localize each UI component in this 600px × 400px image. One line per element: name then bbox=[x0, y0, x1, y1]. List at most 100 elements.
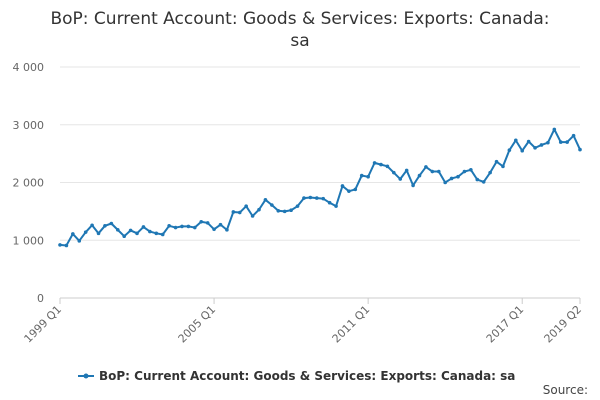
source-credit[interactable]: Source: bbox=[543, 383, 588, 397]
data-point[interactable] bbox=[96, 231, 101, 236]
data-point[interactable] bbox=[205, 221, 210, 225]
data-point[interactable] bbox=[539, 143, 544, 147]
data-point[interactable] bbox=[276, 209, 281, 213]
data-point[interactable] bbox=[436, 169, 441, 174]
data-point[interactable] bbox=[501, 164, 505, 169]
data-point[interactable] bbox=[424, 165, 428, 169]
x-tick-label: 1999 Q1 bbox=[22, 303, 65, 346]
data-point[interactable] bbox=[558, 140, 563, 144]
data-point[interactable] bbox=[308, 195, 313, 200]
data-point[interactable] bbox=[77, 239, 82, 243]
data-point[interactable] bbox=[514, 138, 518, 143]
data-point[interactable] bbox=[520, 148, 525, 153]
data-point[interactable] bbox=[417, 173, 422, 178]
data-point[interactable] bbox=[340, 184, 345, 188]
data-point[interactable] bbox=[135, 231, 139, 236]
data-point[interactable] bbox=[270, 203, 274, 207]
data-point[interactable] bbox=[109, 221, 114, 226]
data-point[interactable] bbox=[475, 177, 480, 182]
series-layer bbox=[58, 127, 582, 248]
data-point[interactable] bbox=[218, 222, 223, 227]
data-point[interactable] bbox=[565, 140, 569, 144]
data-point[interactable] bbox=[302, 196, 306, 200]
data-point[interactable] bbox=[321, 196, 326, 201]
data-point[interactable] bbox=[289, 208, 293, 213]
data-point[interactable] bbox=[372, 161, 377, 165]
data-point[interactable] bbox=[462, 169, 467, 174]
data-point[interactable] bbox=[359, 173, 364, 178]
x-tick-label: 2017 Q1 bbox=[484, 303, 527, 346]
legend-dot-marker bbox=[83, 373, 89, 379]
data-point[interactable] bbox=[186, 224, 191, 229]
data-point[interactable] bbox=[237, 210, 242, 215]
data-point[interactable] bbox=[122, 234, 126, 239]
data-point[interactable] bbox=[244, 204, 248, 208]
data-point[interactable] bbox=[398, 177, 403, 181]
y-tick-label: 3 000 bbox=[13, 119, 45, 132]
data-point[interactable] bbox=[115, 228, 120, 232]
data-point[interactable] bbox=[404, 168, 409, 173]
data-point[interactable] bbox=[327, 200, 332, 205]
data-point[interactable] bbox=[526, 139, 531, 144]
data-point[interactable] bbox=[385, 164, 390, 169]
data-point[interactable] bbox=[199, 219, 204, 224]
data-point[interactable] bbox=[231, 210, 236, 214]
data-point[interactable] bbox=[379, 162, 383, 167]
data-point[interactable] bbox=[58, 243, 62, 247]
data-point[interactable] bbox=[314, 196, 319, 200]
data-point[interactable] bbox=[257, 207, 261, 212]
legend-label[interactable]: BoP: Current Account: Goods & Services: … bbox=[99, 369, 515, 383]
data-point[interactable] bbox=[103, 224, 107, 228]
data-point[interactable] bbox=[443, 180, 447, 185]
data-point[interactable] bbox=[193, 225, 197, 230]
series-line bbox=[59, 128, 581, 247]
chart-title-line-1: BoP: Current Account: Goods & Services: … bbox=[50, 9, 549, 29]
y-tick-label: 2 000 bbox=[13, 177, 45, 190]
data-point[interactable] bbox=[456, 174, 460, 179]
data-point[interactable] bbox=[469, 167, 473, 172]
data-point[interactable] bbox=[571, 133, 576, 138]
data-point[interactable] bbox=[546, 140, 550, 145]
data-point[interactable] bbox=[411, 183, 415, 188]
data-point[interactable] bbox=[366, 174, 370, 179]
data-point[interactable] bbox=[160, 232, 165, 237]
y-tick-label: 0 bbox=[37, 292, 44, 305]
data-point[interactable] bbox=[347, 189, 351, 193]
data-point[interactable] bbox=[90, 223, 94, 228]
data-point[interactable] bbox=[167, 224, 171, 228]
data-point[interactable] bbox=[481, 180, 486, 184]
data-point[interactable] bbox=[141, 225, 146, 229]
data-point[interactable] bbox=[173, 225, 178, 230]
data-point[interactable] bbox=[533, 146, 537, 150]
data-point[interactable] bbox=[225, 228, 229, 232]
data-point[interactable] bbox=[295, 204, 300, 208]
data-point[interactable] bbox=[250, 214, 255, 218]
data-point[interactable] bbox=[334, 204, 338, 208]
data-point[interactable] bbox=[148, 229, 152, 234]
data-point[interactable] bbox=[578, 147, 582, 152]
data-point[interactable] bbox=[552, 127, 557, 132]
data-point[interactable] bbox=[488, 170, 492, 175]
data-point[interactable] bbox=[64, 243, 69, 248]
y-tick-label: 4 000 bbox=[13, 61, 45, 74]
x-tick-label: 2011 Q1 bbox=[330, 303, 373, 346]
data-point[interactable] bbox=[83, 230, 88, 234]
data-point[interactable] bbox=[353, 187, 358, 192]
data-point[interactable] bbox=[507, 148, 512, 152]
data-point[interactable] bbox=[154, 231, 159, 236]
data-point[interactable] bbox=[180, 224, 184, 229]
legend[interactable]: BoP: Current Account: Goods & Services: … bbox=[78, 369, 515, 383]
data-point[interactable] bbox=[263, 198, 268, 202]
data-point[interactable] bbox=[282, 209, 287, 214]
data-point[interactable] bbox=[212, 227, 216, 232]
y-tick-label: 1 000 bbox=[13, 234, 45, 247]
data-point[interactable] bbox=[449, 176, 454, 181]
chart-title-line-2: sa bbox=[290, 31, 309, 51]
data-point[interactable] bbox=[392, 170, 396, 175]
data-point[interactable] bbox=[430, 169, 435, 174]
data-point[interactable] bbox=[71, 232, 75, 236]
data-point[interactable] bbox=[128, 228, 133, 233]
data-point[interactable] bbox=[494, 159, 499, 164]
